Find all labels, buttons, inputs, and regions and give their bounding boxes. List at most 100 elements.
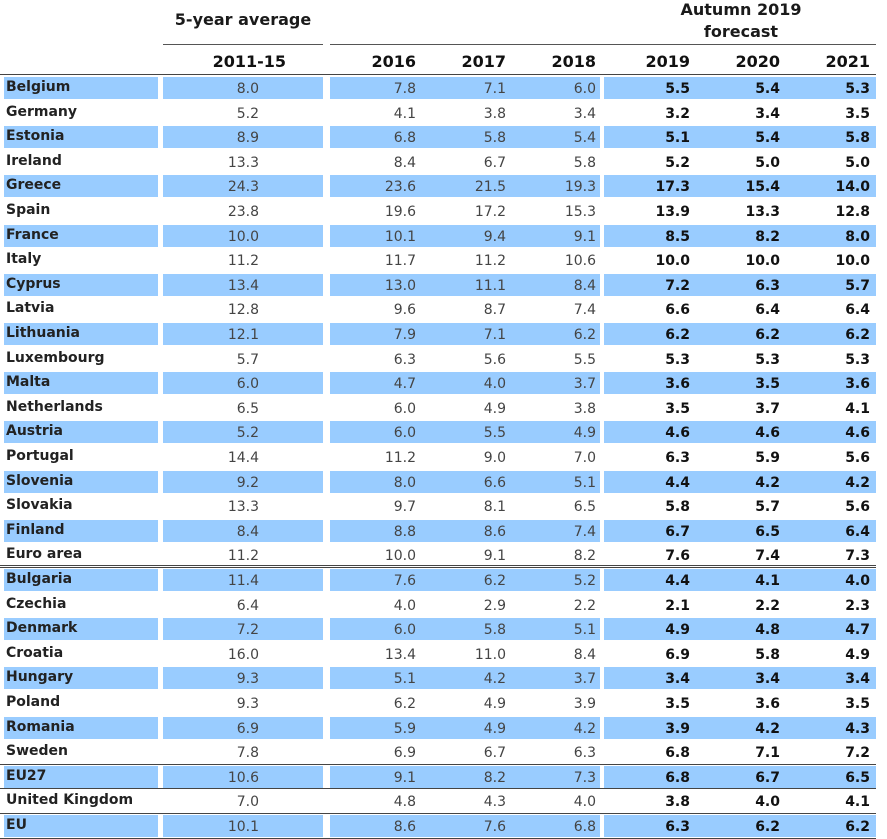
year-header-2018: 2018 (551, 52, 596, 71)
value-cell: 2.3 (845, 597, 870, 614)
value-cell: 6.3 (665, 450, 690, 466)
value-cell: 10.0 (655, 253, 690, 270)
value-cell: 3.5 (845, 696, 870, 712)
table-row: Greece 24.3 23.6 21.5 19.3 17.3 15.4 14.0 (0, 174, 887, 199)
value-cell: 3.7 (573, 376, 596, 393)
value-cell: 2.2 (573, 597, 596, 614)
value-cell: 5.1 (573, 622, 596, 639)
value-cell: 3.6 (845, 376, 870, 393)
five-year-average-header: 5-year average (174, 10, 312, 29)
value-cell: 4.2 (845, 474, 870, 491)
value-cell: 3.9 (665, 720, 690, 737)
row-shade (330, 765, 600, 788)
value-cell: 6.5 (573, 499, 596, 516)
value-cell: 11.4 (227, 573, 259, 589)
value-cell: 8.4 (573, 646, 596, 663)
value-cell: 4.6 (755, 425, 780, 442)
value-cell: 6.2 (393, 696, 416, 712)
value-cell: 6.4 (236, 597, 259, 614)
year-header-2019: 2019 (645, 52, 690, 71)
value-cell: 6.8 (665, 745, 690, 762)
value-cell: 10.0 (384, 548, 416, 565)
value-cell: 9.1 (573, 228, 596, 245)
value-cell: 6.2 (573, 327, 596, 343)
value-cell: 10.0 (745, 253, 780, 270)
country-name: Bulgaria (6, 571, 73, 587)
value-cell: 5.4 (755, 81, 780, 97)
year-header-2020: 2020 (735, 52, 780, 71)
value-cell: 23.6 (384, 179, 416, 196)
eu27-bottom-rule (0, 788, 876, 789)
value-cell: 3.5 (845, 105, 870, 122)
value-cell: 3.8 (665, 794, 690, 811)
value-cell: 6.6 (483, 474, 506, 491)
eu27-top-rule (0, 764, 876, 765)
value-cell: 7.1 (483, 327, 506, 343)
table-row: EU27 10.6 9.1 8.2 7.3 6.8 6.7 6.5 (0, 765, 887, 790)
value-cell: 4.9 (845, 646, 870, 663)
value-cell: 4.8 (393, 794, 416, 811)
value-cell: 6.0 (393, 400, 416, 417)
country-name: Cyprus (6, 275, 61, 292)
value-cell: 6.9 (393, 745, 416, 762)
value-cell: 8.2 (483, 769, 506, 786)
value-cell: 3.4 (573, 105, 596, 122)
value-cell: 7.2 (236, 622, 259, 639)
value-cell: 6.2 (483, 573, 506, 589)
value-cell: 5.8 (845, 130, 870, 147)
value-cell: 10.0 (835, 253, 870, 270)
row-shade (330, 716, 600, 739)
value-cell: 3.7 (755, 400, 780, 417)
value-cell: 9.6 (393, 302, 416, 319)
row-shade (604, 716, 876, 739)
value-cell: 7.9 (393, 327, 416, 343)
value-cell: 6.8 (665, 769, 690, 786)
value-cell: 4.6 (665, 425, 690, 442)
value-cell: 14.4 (227, 450, 259, 466)
value-cell: 7.6 (393, 573, 416, 589)
table-row: Cyprus 13.4 13.0 11.1 8.4 7.2 6.3 5.7 (0, 273, 887, 298)
table-row: Estonia 8.9 6.8 5.8 5.4 5.1 5.4 5.8 (0, 125, 887, 150)
table-row: Czechia 6.4 4.0 2.9 2.2 2.1 2.2 2.3 (0, 593, 887, 618)
value-cell: 5.5 (573, 351, 596, 368)
value-cell: 5.6 (845, 499, 870, 516)
value-cell: 2.9 (483, 597, 506, 614)
value-cell: 7.4 (573, 523, 596, 540)
country-name: Denmark (6, 620, 78, 637)
value-cell: 4.3 (845, 720, 870, 737)
value-cell: 6.9 (236, 720, 259, 737)
value-cell: 8.0 (845, 228, 870, 245)
value-cell: 6.2 (755, 327, 780, 343)
table-row: Euro area 11.2 10.0 9.1 8.2 7.6 7.4 7.3 (0, 543, 887, 568)
value-cell: 6.8 (393, 130, 416, 147)
row-shade (330, 224, 600, 247)
value-cell: 8.4 (236, 523, 259, 540)
value-cell: 3.9 (573, 696, 596, 712)
value-cell: 5.1 (573, 474, 596, 491)
value-cell: 6.9 (665, 646, 690, 663)
value-cell: 7.3 (845, 548, 870, 565)
table-top-rule (0, 74, 876, 75)
table-row: Slovenia 9.2 8.0 6.6 5.1 4.4 4.2 4.2 (0, 470, 887, 495)
table-row: Poland 9.3 6.2 4.9 3.9 3.5 3.6 3.5 (0, 691, 887, 716)
row-shade (163, 667, 323, 690)
value-cell: 3.8 (483, 105, 506, 122)
value-cell: 12.1 (227, 327, 259, 343)
country-name: Sweden (6, 743, 68, 760)
row-shade (604, 667, 876, 690)
value-cell: 16.0 (227, 646, 259, 663)
row-shade (4, 126, 158, 149)
country-name: Croatia (6, 644, 64, 661)
value-cell: 17.3 (655, 179, 690, 196)
value-cell: 5.2 (665, 154, 690, 171)
row-shade (604, 224, 876, 247)
country-name: Germany (6, 103, 78, 120)
value-cell: 13.3 (227, 499, 259, 516)
country-name: Slovakia (6, 497, 73, 514)
country-name: Netherlands (6, 398, 103, 415)
row-shade (4, 519, 158, 542)
row-shade (4, 667, 158, 690)
value-cell: 10.6 (564, 253, 596, 270)
country-name: Portugal (6, 448, 74, 464)
value-cell: 6.5 (845, 769, 870, 786)
